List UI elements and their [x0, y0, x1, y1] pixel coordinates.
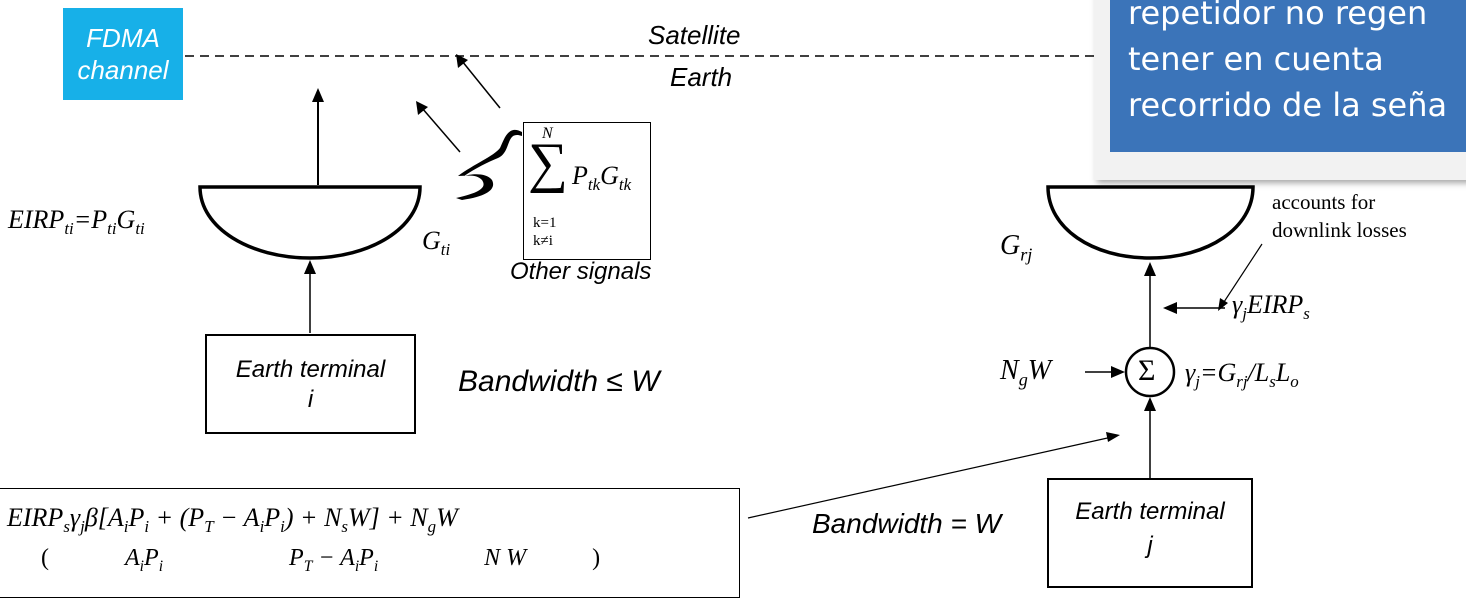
receiver-bandwidth: Bandwidth = W	[812, 508, 1002, 539]
transmitter-eirp-equation: EIRPti=PtiGti	[8, 205, 145, 239]
brace-arrow-lower	[421, 107, 461, 153]
earth-terminal-j: Earth terminal j	[1047, 478, 1253, 588]
transmitter-gain-label: Gti	[422, 226, 451, 260]
receiver-gain-label: Grj	[1000, 230, 1033, 265]
noise-input: NgW	[1000, 355, 1052, 390]
sigma-symbol: Σ	[1138, 354, 1156, 387]
satellite-label: Satellite	[648, 20, 741, 50]
receiver-eirp-input: γjEIRPs	[1232, 290, 1310, 324]
callout-line2: tener en cuenta	[1128, 40, 1384, 78]
callout-line3: recorrido de la seña	[1128, 86, 1448, 124]
terminal-i-index: i	[307, 386, 314, 413]
formula-to-receiver-arrow	[747, 436, 1113, 519]
note-line1: accounts for	[1272, 190, 1376, 214]
terminal-i-label: Earth terminal	[235, 356, 386, 383]
receiver-dish	[1046, 185, 1255, 260]
earth-label: Earth	[670, 62, 733, 92]
summing-junction	[1124, 346, 1176, 398]
formula-line1: EIRPsγjβ[AiPi + (PT − AiPi) + NsW] + NgW	[7, 503, 458, 537]
callout-line1: repetidor no regen	[1128, 0, 1428, 32]
note-line2: downlink losses	[1272, 218, 1407, 242]
gamma-equation: γj=Grj/LsLo	[1185, 358, 1299, 392]
diagram-canvas	[185, 54, 1263, 519]
fdma-channel-label: FDMA channel	[63, 8, 183, 100]
transmitter-dish	[198, 185, 422, 260]
earth-terminal-i: Earth terminal i	[205, 334, 416, 434]
brace-arrow-upper	[461, 60, 501, 109]
sum-term: PtkGtk	[572, 161, 632, 195]
other-signals-sum: N ∑ k=1 k≠i PtkGtk	[523, 122, 651, 260]
terminal-j-label: Earth terminal	[1075, 498, 1225, 525]
formula-line2: ( AiPi PT − AiPi N W )	[41, 545, 601, 575]
other-signals-caption: Other signals	[510, 258, 652, 285]
other-signals-brace	[456, 129, 522, 200]
fdma-line2: channel	[77, 55, 169, 85]
sum-symbol: ∑	[528, 132, 568, 194]
callout-note: repetidor no regen tener en cuenta recor…	[1094, 0, 1466, 180]
transmitter-bandwidth: Bandwidth ≤ W	[458, 365, 660, 398]
formula-box: EIRPsγjβ[AiPi + (PT − AiPi) + NsW] + NgW…	[0, 488, 740, 598]
terminal-j-index: j	[1147, 532, 1153, 559]
fdma-line1: FDMA	[86, 23, 160, 53]
